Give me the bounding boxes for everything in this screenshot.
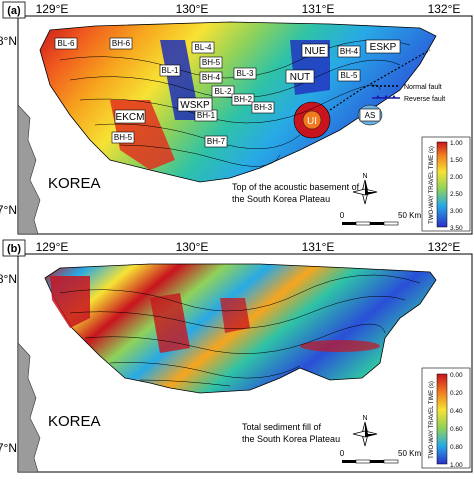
lon-131-b: 131°E bbox=[302, 240, 335, 254]
cbar-tick-b-0: 0.00 bbox=[450, 372, 463, 379]
cbar-tick-a-2: 2.00 bbox=[450, 174, 463, 181]
label-bl4: BL-4 bbox=[195, 43, 212, 52]
label-bh5b: BH-5 bbox=[114, 133, 133, 142]
east-depocenter-b bbox=[220, 298, 250, 333]
cbar-tick-a-5: 3.50 bbox=[450, 225, 463, 232]
panel-b-sediment-fill-map: (b) 129°E 130°E 131°E 132°E 38°N 37°N KO… bbox=[0, 238, 474, 474]
normal-fault-line-a bbox=[329, 49, 431, 111]
lon-130-a: 130°E bbox=[176, 2, 209, 16]
cbar-tick-a-1: 1.50 bbox=[450, 157, 463, 164]
label-ekcm: EKCM bbox=[116, 112, 145, 123]
label-nue: NUE bbox=[304, 46, 325, 57]
panel-letter-b: (b) bbox=[7, 243, 21, 255]
colorbar-b: TWO-WAY TRAVEL TIME (s) 0.00 0.20 0.40 0… bbox=[421, 367, 471, 469]
scale-bar-b: 0 50 Km bbox=[340, 449, 421, 464]
cbar-tick-b-3: 0.60 bbox=[450, 426, 463, 433]
cbar-tick-a-4: 3.00 bbox=[450, 208, 463, 215]
north-letter-b: N bbox=[362, 415, 367, 422]
map-a-svg: (a) 129°E 130°E 131°E 132°E 38°N 37°N KO… bbox=[0, 1, 473, 235]
colorbar-a: TWO-WAY TRAVEL TIME (s) 1.00 1.50 2.00 2… bbox=[421, 136, 471, 232]
lat-37-b: 37°N bbox=[0, 441, 17, 455]
panel-a-acoustic-basement-map: (a) 129°E 130°E 131°E 132°E 38°N 37°N KO… bbox=[0, 0, 474, 236]
lon-131-a: 131°E bbox=[302, 2, 335, 16]
lat-38-b: 38°N bbox=[0, 272, 17, 286]
caption-line1-a: Top of the acoustic basement of bbox=[232, 182, 360, 192]
scale-zero-a: 0 bbox=[340, 211, 345, 220]
cbar-tick-b-4: 0.80 bbox=[450, 444, 463, 451]
cbar-tick-b-5: 1.00 bbox=[450, 462, 463, 469]
korea-land-a bbox=[18, 104, 41, 234]
lon-130-b: 130°E bbox=[176, 240, 209, 254]
scale-distance-b: 50 Km bbox=[398, 449, 421, 458]
colorbar-title-b: TWO-WAY TRAVEL TIME (s) bbox=[429, 381, 435, 459]
label-eskp: ESKP bbox=[370, 42, 397, 53]
cbar-tick-b-1: 0.20 bbox=[450, 390, 463, 397]
lon-129-a: 129°E bbox=[36, 2, 69, 16]
west-depocenter-b bbox=[50, 276, 90, 328]
label-bh1: BH-1 bbox=[197, 111, 216, 120]
label-bl3: BL-3 bbox=[237, 69, 254, 78]
fault-legend-a: Normal fault Reverse fault bbox=[372, 84, 445, 103]
label-bh3: BH-3 bbox=[254, 103, 273, 112]
north-letter-a: N bbox=[362, 173, 367, 180]
label-wskp: WSKP bbox=[180, 100, 210, 111]
scale-distance-a: 50 Km bbox=[398, 211, 421, 220]
lon-129-b: 129°E bbox=[36, 240, 69, 254]
central-depocenter-b bbox=[150, 293, 190, 353]
caption-line2-b: the South Korea Plateau bbox=[242, 434, 340, 444]
north-arrow-a: N bbox=[352, 173, 378, 205]
scale-bar-a: 0 50 Km bbox=[340, 211, 421, 226]
label-bh4: BH-4 bbox=[202, 73, 221, 82]
contours-b bbox=[59, 274, 421, 387]
label-ui: UI bbox=[307, 116, 317, 127]
label-as: AS bbox=[365, 111, 376, 120]
ui-core-a bbox=[302, 110, 322, 130]
label-bh2: BH-2 bbox=[234, 95, 253, 104]
feature-labels-a: BL-6 BH-6 BL-4 BH-5 BL-1 BH-4 BL-3 BL-2 … bbox=[54, 37, 401, 148]
label-bh4-east: BH-4 bbox=[340, 47, 359, 56]
legend-reverse-fault: Reverse fault bbox=[404, 96, 445, 103]
panel-letter-box-b bbox=[2, 239, 26, 257]
cbar-tick-a-3: 2.50 bbox=[450, 191, 463, 198]
caption-line1-b: Total sediment fill of bbox=[242, 422, 322, 432]
label-bh5a: BH-5 bbox=[202, 58, 221, 67]
north-arrow-b: N bbox=[352, 415, 378, 447]
label-bl5: BL-5 bbox=[341, 71, 358, 80]
ridge-depocenter-b bbox=[300, 340, 380, 352]
lon-132-a: 132°E bbox=[428, 2, 461, 16]
panel-letter-box-a bbox=[2, 1, 26, 19]
korea-land-b bbox=[18, 342, 41, 472]
label-nut: NUT bbox=[290, 72, 311, 83]
label-bl2: BL-2 bbox=[215, 87, 232, 96]
lon-132-b: 132°E bbox=[428, 240, 461, 254]
lat-38-a: 38°N bbox=[0, 34, 17, 48]
map-b-svg: (b) 129°E 130°E 131°E 132°E 38°N 37°N KO… bbox=[0, 239, 473, 473]
cbar-tick-b-2: 0.40 bbox=[450, 408, 463, 415]
label-bh6: BH-6 bbox=[112, 39, 131, 48]
label-bl1: BL-1 bbox=[162, 66, 179, 75]
label-bh7: BH-7 bbox=[207, 137, 226, 146]
panel-letter-a: (a) bbox=[7, 5, 21, 17]
country-label-a: KOREA bbox=[48, 175, 101, 192]
label-bl6: BL-6 bbox=[58, 39, 75, 48]
colorbar-title-a: TWO-WAY TRAVEL TIME (s) bbox=[429, 146, 435, 224]
scale-zero-b: 0 bbox=[340, 449, 345, 458]
caption-line2-a: the South Korea Plateau bbox=[232, 194, 330, 204]
legend-normal-fault: Normal fault bbox=[404, 84, 442, 91]
cbar-tick-a-0: 1.00 bbox=[450, 140, 463, 147]
country-label-b: KOREA bbox=[48, 413, 101, 430]
lat-37-a: 37°N bbox=[0, 203, 17, 217]
